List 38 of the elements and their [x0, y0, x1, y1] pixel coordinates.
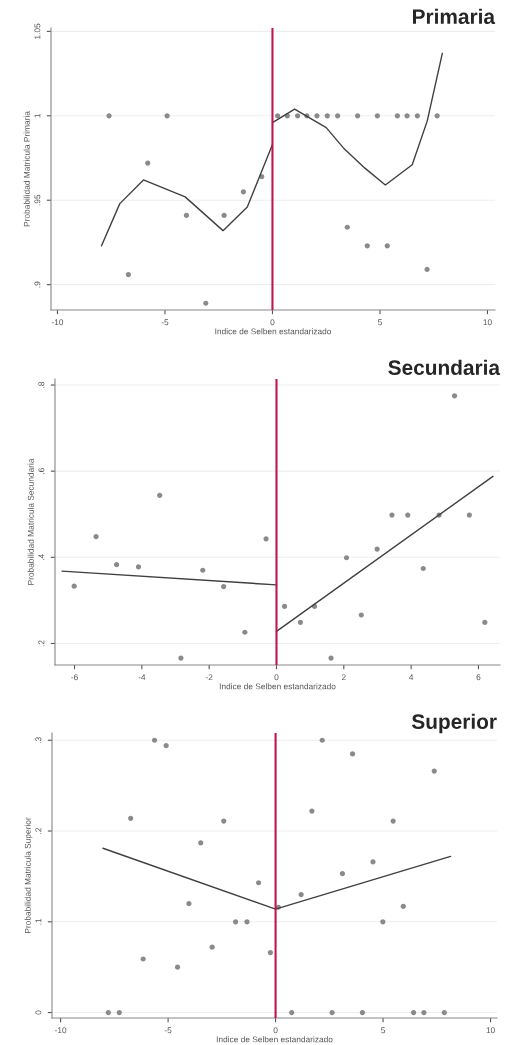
- y-tick-label: .9: [34, 281, 41, 288]
- x-tick-label: 6: [476, 674, 481, 681]
- x-tick-label: 5: [381, 1027, 386, 1034]
- y-tick-label: .95: [34, 194, 41, 206]
- x-tick-label: -5: [164, 1027, 172, 1034]
- x-axis-title: Indice de Selben estandarizado: [215, 328, 332, 335]
- x-tick-label: -4: [138, 674, 146, 681]
- y-tick-label: .6: [38, 468, 45, 474]
- chart-title: Secundaria: [388, 359, 501, 376]
- x-tick-label: 0: [270, 319, 275, 326]
- x-axis-title: Indice de Selben estandarizado: [219, 683, 336, 690]
- y-tick-label: .8: [38, 381, 45, 388]
- x-tick-label: 10: [483, 319, 492, 326]
- x-tick-label: 5: [377, 319, 382, 326]
- y-tick-label: .1: [35, 918, 42, 925]
- y-tick-label: 1: [34, 113, 41, 118]
- y-tick-label: 1.05: [34, 23, 41, 39]
- x-tick-label: 10: [486, 1027, 495, 1034]
- x-tick-label: -2: [205, 674, 213, 681]
- y-tick-label: .2: [38, 640, 45, 647]
- y-axis-title: Probabilidad Matricula Secundaria: [27, 458, 34, 585]
- y-tick-label: .4: [38, 554, 45, 561]
- x-tick-label: 2: [341, 674, 346, 681]
- chart-title: Primaria: [413, 8, 496, 25]
- x-axis-title: Indice de Selben estandarizado: [216, 1036, 333, 1043]
- y-tick-label: .3: [35, 737, 42, 743]
- x-tick-label: -6: [71, 674, 78, 681]
- x-tick-label: 0: [274, 674, 279, 681]
- x-tick-label: 0: [273, 1027, 278, 1034]
- y-tick-label: 0: [35, 1010, 42, 1015]
- x-tick-label: -10: [54, 1027, 67, 1034]
- chart-title: Superior: [411, 713, 497, 734]
- y-axis-title: Probabilidad Matricula Superior: [24, 817, 33, 933]
- x-tick-label: -5: [161, 319, 169, 326]
- x-tick-label: -10: [51, 319, 64, 326]
- y-tick-label: .2: [35, 827, 42, 834]
- y-axis-title: Probabilidad Matricula Primaria: [23, 111, 30, 227]
- x-tick-label: 4: [409, 674, 414, 681]
